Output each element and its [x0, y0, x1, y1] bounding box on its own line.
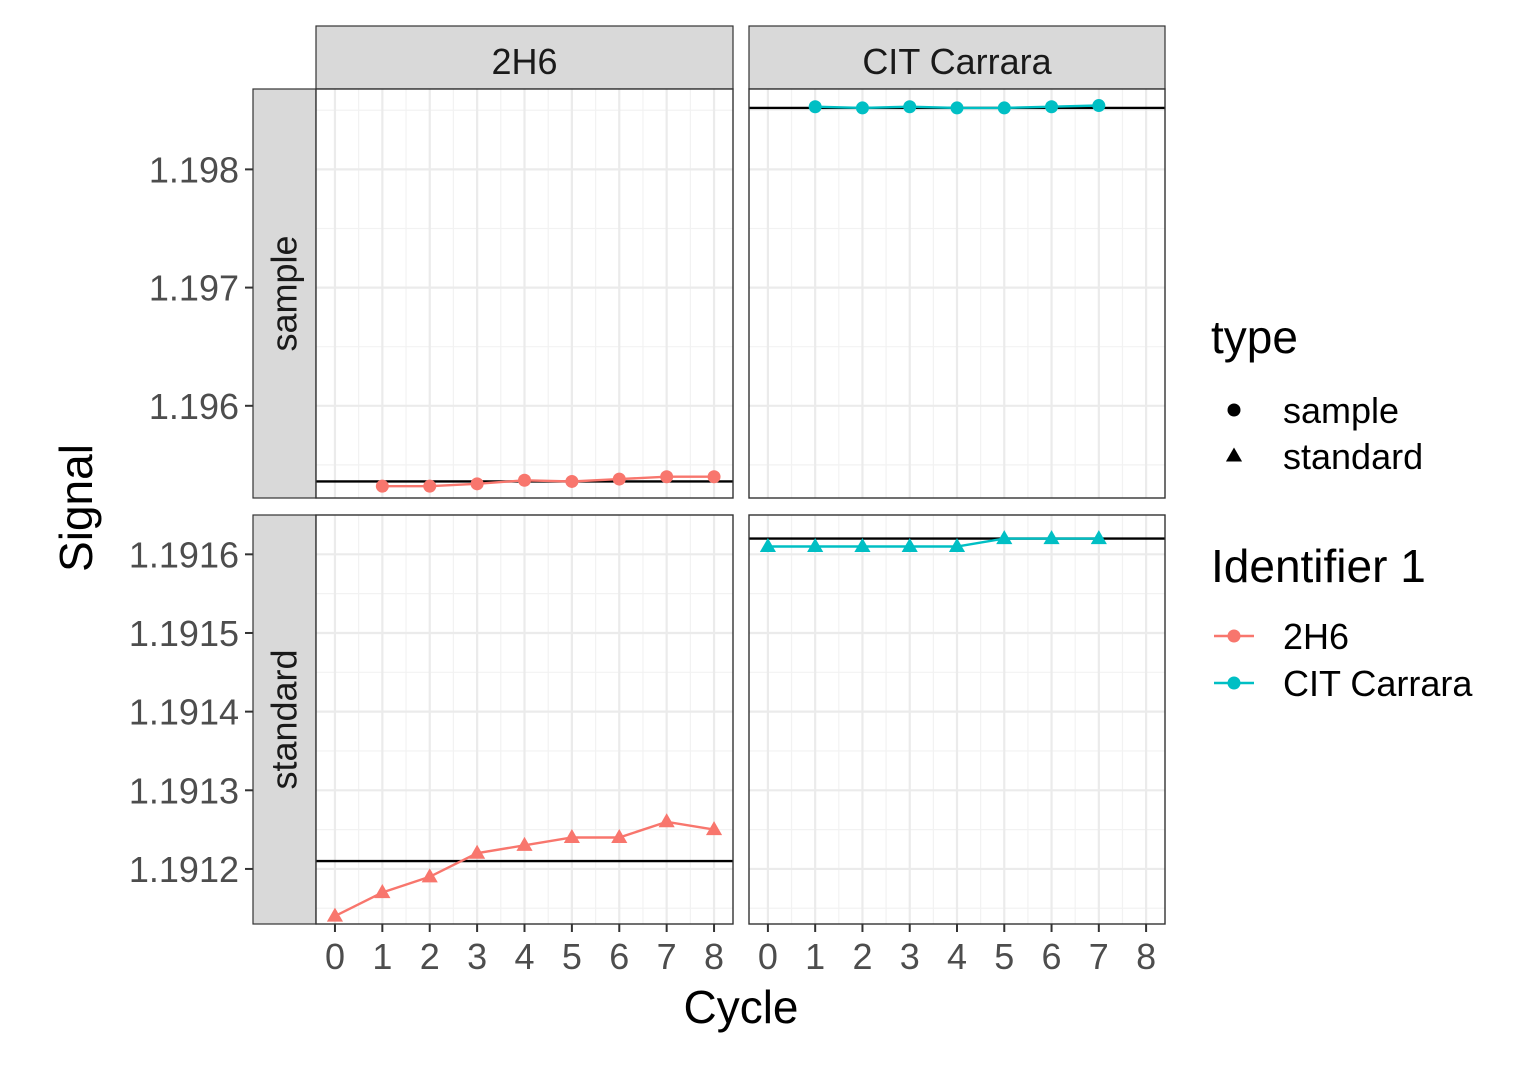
- data-point: [996, 530, 1013, 545]
- panel-2h6-standard: [316, 514, 733, 924]
- data-point: [469, 844, 486, 859]
- x-tick-label: 5: [562, 936, 582, 977]
- data-point: [807, 537, 824, 552]
- x-tick-label: 3: [900, 936, 920, 977]
- data-point: [374, 884, 391, 899]
- x-axis-title: Cycle: [683, 981, 798, 1033]
- data-point: [563, 828, 580, 844]
- data-point: [660, 470, 674, 484]
- legends: type sample standard Identifier 1 2H6 CIT Car…: [1211, 311, 1473, 704]
- x-tick-label: 1: [372, 936, 392, 977]
- x-tick-label: 5: [994, 936, 1014, 977]
- x-tick-label: 3: [467, 936, 487, 977]
- strip-label-2h6: 2H6: [491, 41, 557, 82]
- legend-key-sample: [1227, 403, 1241, 417]
- strip-label-cit-carrara: CIT Carrara: [862, 41, 1052, 82]
- y-tick-label: 1.1913: [129, 770, 239, 811]
- strip-sample: [252, 88, 317, 499]
- x-tick-label: 0: [325, 936, 345, 977]
- data-point: [705, 821, 723, 836]
- data-point: [855, 101, 869, 115]
- series-cit-carrara-sample: [749, 99, 1165, 115]
- data-point: [759, 537, 776, 552]
- data-point: [518, 473, 531, 487]
- data-point: [707, 470, 721, 484]
- data-point: [948, 537, 966, 552]
- legend-title-identifier: Identifier 1: [1211, 540, 1426, 592]
- data-point: [565, 474, 579, 488]
- legend-key-standard: [1225, 447, 1243, 462]
- series-2h6-standard: [316, 813, 733, 922]
- y-tick-label: 1.198: [149, 149, 239, 190]
- data-point: [950, 101, 964, 115]
- x-tick-label: 7: [657, 936, 677, 977]
- legend-label-sample: sample: [1283, 390, 1399, 431]
- x-tick-label: 4: [947, 936, 967, 977]
- data-point: [901, 537, 918, 552]
- y-tick-label: 1.197: [149, 268, 239, 309]
- legend-key-point-cit-carrara: [1227, 676, 1241, 690]
- strip-2h6: [315, 25, 734, 90]
- data-point: [612, 472, 626, 486]
- y-tick-label: 1.1914: [129, 692, 239, 733]
- data-point: [326, 907, 344, 922]
- column-strips: 2H6 CIT Carrara: [315, 25, 1166, 90]
- data-point: [423, 479, 437, 493]
- x-tick-label: 7: [1089, 936, 1109, 977]
- data-point: [1043, 530, 1060, 545]
- panel-2h6-sample: [316, 89, 733, 498]
- x-tick-label: 8: [704, 936, 724, 977]
- x-tick-label: 2: [852, 936, 872, 977]
- series-cit-carrara-standard: [749, 530, 1165, 552]
- panel-border: [748, 88, 1166, 499]
- y-axis-title: Signal: [50, 444, 102, 572]
- legend-key-point-2h6: [1227, 629, 1241, 643]
- panel-cit-carrara-standard: [749, 514, 1165, 924]
- data-point: [903, 100, 917, 114]
- x-tick-label: 1: [805, 936, 825, 977]
- y-tick-label: 1.1916: [129, 534, 239, 575]
- data-point: [516, 836, 533, 851]
- x-tick-label: 6: [609, 936, 629, 977]
- strip-standard: [252, 514, 317, 925]
- data-point: [1045, 100, 1059, 114]
- data-point: [854, 537, 871, 552]
- legend-title-type: type: [1211, 311, 1298, 363]
- data-point: [470, 477, 484, 491]
- data-point: [1092, 99, 1106, 113]
- series-line: [382, 475, 714, 488]
- x-tick-label: 0: [758, 936, 778, 977]
- strip-label-sample: sample: [264, 235, 305, 351]
- legend-label-cit-carrara: CIT Carrara: [1283, 663, 1473, 704]
- x-tick-label: 4: [514, 936, 534, 977]
- panel-cit-carrara-sample: [749, 89, 1165, 498]
- y-tick-label: 1.1915: [129, 613, 239, 654]
- panel-border: [315, 88, 734, 499]
- y-axes: 1.196 1.197 1.198 1.1912 1.1913 1.1914 1.1915 1…: [129, 149, 253, 890]
- data-point: [658, 813, 675, 828]
- x-tick-label: 2: [420, 936, 440, 977]
- data-point: [375, 479, 389, 493]
- data-point: [1090, 530, 1107, 545]
- data-point: [808, 100, 822, 114]
- x-tick-label: 6: [1042, 936, 1062, 977]
- row-strips: sample standard: [252, 88, 317, 925]
- strip-label-standard: standard: [264, 649, 305, 789]
- legend-label-2h6: 2H6: [1283, 616, 1349, 657]
- series-2h6-sample: [316, 470, 733, 493]
- legend-label-standard: standard: [1283, 436, 1423, 477]
- data-point: [611, 828, 628, 844]
- data-point: [421, 868, 438, 883]
- y-tick-label: 1.1912: [129, 849, 239, 890]
- y-tick-label: 1.196: [149, 386, 239, 427]
- strip-cit-carrara: [748, 25, 1166, 90]
- panels: [315, 88, 1166, 925]
- data-point: [997, 101, 1011, 115]
- series-line: [767, 537, 1099, 548]
- x-tick-label: 8: [1136, 936, 1156, 977]
